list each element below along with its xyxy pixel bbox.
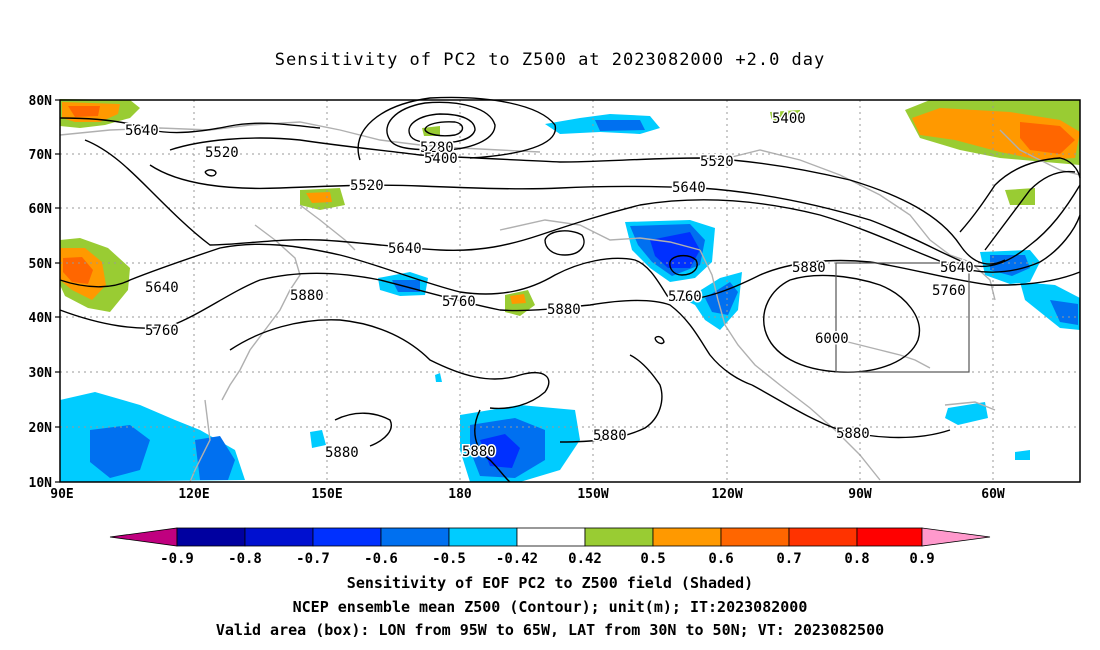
shading-patch-nw-asia bbox=[60, 99, 140, 128]
colorbar-tick: -0.7 bbox=[296, 551, 330, 567]
colorbar-ticks: -0.9 -0.8 -0.7 -0.6 -0.5 -0.42 0.42 0.5 … bbox=[160, 551, 935, 567]
colorbar-underflow bbox=[109, 527, 178, 547]
shading-patch-blue-tropics bbox=[60, 392, 580, 482]
colorbar-bin bbox=[244, 527, 314, 547]
lon-label: 90W bbox=[848, 487, 872, 502]
lon-label: 90E bbox=[50, 487, 73, 502]
page-title: Sensitivity of PC2 to Z500 at 2023082000… bbox=[274, 50, 826, 70]
contour-label: 5760 bbox=[442, 294, 476, 310]
contour-label: 5880 bbox=[325, 445, 359, 461]
lat-label: 20N bbox=[29, 421, 53, 436]
shading-patch-blue-arctic bbox=[545, 114, 660, 134]
contour-label: 5520 bbox=[700, 154, 734, 170]
lat-label: 40N bbox=[29, 311, 53, 326]
contour-label: 5880 bbox=[593, 428, 627, 444]
caption-line-1: Sensitivity of EOF PC2 to Z500 field (Sh… bbox=[346, 574, 754, 592]
colorbar-bin bbox=[380, 527, 450, 547]
colorbar-bin bbox=[788, 527, 858, 547]
lon-label: 120E bbox=[178, 487, 209, 502]
lat-label: 80N bbox=[29, 94, 53, 109]
grid-lines bbox=[60, 100, 1080, 482]
colorbar-bin bbox=[584, 527, 654, 547]
lon-axis: 90E 120E 150E 180 150W 120W 90W 60W bbox=[50, 487, 1005, 502]
contour-label: 5760 bbox=[668, 289, 702, 305]
lat-label: 50N bbox=[29, 257, 53, 272]
colorbar-tick: -0.5 bbox=[432, 551, 466, 567]
lon-label: 150E bbox=[311, 487, 342, 502]
colorbar-tick: 0.42 bbox=[568, 551, 602, 567]
colorbar-overflow bbox=[921, 527, 991, 547]
colorbar-tick: 0.7 bbox=[776, 551, 801, 567]
colorbar-bin bbox=[312, 527, 382, 547]
contour-label: 5640 bbox=[940, 260, 974, 276]
shading-patch-blue-pacific bbox=[378, 220, 742, 382]
lat-label: 70N bbox=[29, 148, 53, 163]
colorbar-tick: -0.9 bbox=[160, 551, 194, 567]
lat-axis: 80N 70N 60N 50N 40N 30N 20N 10N bbox=[29, 94, 53, 491]
shading-patch-blue-atlantic bbox=[945, 250, 1080, 460]
colorbar-tick: -0.8 bbox=[228, 551, 262, 567]
lon-label: 60W bbox=[981, 487, 1005, 502]
colorbar-bin bbox=[652, 527, 722, 547]
colorbar-tick: 0.8 bbox=[844, 551, 869, 567]
sensitivity-shading bbox=[60, 99, 1080, 482]
contour-labels: 5640 5520 5280 5400 5520 5640 5400 5520 … bbox=[124, 110, 976, 463]
contour-label: 5760 bbox=[145, 323, 179, 339]
valid-area-box bbox=[835, 262, 970, 373]
contour-label: 5640 bbox=[672, 180, 706, 196]
contour-label: 5640 bbox=[145, 280, 179, 296]
contour-label: 6000 bbox=[815, 331, 849, 347]
caption-line-2: NCEP ensemble mean Z500 (Contour); unit(… bbox=[292, 598, 808, 616]
lat-label: 60N bbox=[29, 202, 53, 217]
contour-label: 5880 bbox=[290, 288, 324, 304]
colorbar-tick: -0.42 bbox=[496, 551, 538, 567]
colorbar-tick: 0.6 bbox=[708, 551, 733, 567]
contour-label: 5400 bbox=[424, 151, 458, 167]
contour-label: 5520 bbox=[350, 178, 384, 194]
shading-patch-north-atlantic bbox=[905, 100, 1080, 205]
lon-label: 150W bbox=[577, 487, 608, 502]
colorbar-tick: -0.6 bbox=[364, 551, 398, 567]
contour-label: 5880 bbox=[836, 426, 870, 442]
lat-label: 10N bbox=[29, 476, 53, 491]
lon-label: 120W bbox=[711, 487, 742, 502]
colorbar-tick: 0.5 bbox=[640, 551, 665, 567]
contour-label: 5280 bbox=[420, 140, 454, 156]
colorbar-bin bbox=[516, 527, 586, 547]
caption-line-3: Valid area (box): LON from 95W to 65W, L… bbox=[215, 621, 885, 639]
colorbar-bin bbox=[720, 527, 790, 547]
contour-label: 5400 bbox=[772, 111, 806, 127]
map-frame bbox=[59, 99, 1081, 483]
contour-label: 5520 bbox=[205, 145, 239, 161]
coastlines bbox=[59, 121, 1081, 483]
contour-label: 5640 bbox=[125, 123, 159, 139]
shading-patch-central-asia bbox=[60, 238, 130, 312]
contour-label: 5880 bbox=[792, 260, 826, 276]
shading-patch-misc-green bbox=[300, 110, 802, 316]
colorbar-tick: 0.9 bbox=[909, 551, 934, 567]
colorbar bbox=[109, 527, 991, 547]
colorbar-bin bbox=[176, 527, 246, 547]
lon-label: 180 bbox=[448, 487, 472, 502]
contour-label: 5640 bbox=[388, 241, 422, 257]
contour-label: 5880 bbox=[547, 302, 581, 318]
lat-ticks bbox=[55, 99, 60, 483]
contour-label: 5880 bbox=[462, 444, 496, 460]
colorbar-bin bbox=[448, 527, 518, 547]
lat-label: 30N bbox=[29, 366, 53, 381]
colorbar-bin bbox=[856, 527, 923, 547]
z500-contours bbox=[59, 96, 1081, 483]
contour-label: 5760 bbox=[932, 283, 966, 299]
